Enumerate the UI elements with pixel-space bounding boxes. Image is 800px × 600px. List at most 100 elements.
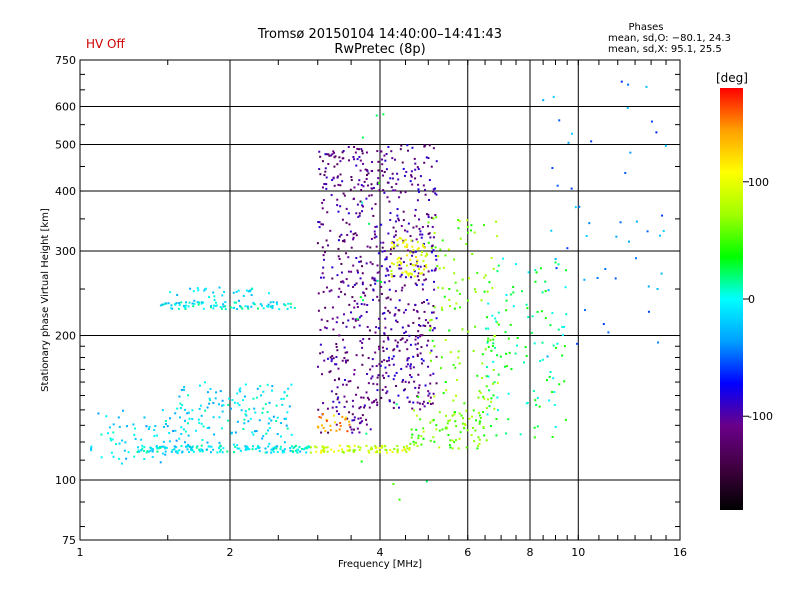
data-point — [361, 136, 364, 139]
data-point — [434, 254, 437, 257]
data-point — [466, 299, 469, 302]
data-point — [360, 396, 363, 399]
data-point — [430, 311, 433, 314]
data-point — [375, 225, 378, 228]
data-point — [215, 391, 218, 394]
data-point — [165, 446, 168, 449]
data-point — [449, 305, 452, 308]
data-point — [403, 174, 406, 177]
data-point — [434, 187, 437, 190]
data-point — [341, 151, 344, 154]
data-point — [239, 390, 242, 393]
data-point — [192, 305, 195, 308]
data-point — [428, 144, 431, 147]
data-point — [420, 443, 423, 446]
data-point — [359, 446, 362, 449]
data-point — [259, 303, 262, 306]
data-point — [264, 403, 267, 406]
data-point — [353, 449, 356, 452]
data-point — [256, 307, 259, 310]
data-point — [422, 400, 425, 403]
data-point — [340, 262, 343, 265]
data-point — [365, 287, 368, 290]
data-point — [264, 447, 267, 450]
data-point — [187, 451, 190, 454]
data-point — [386, 390, 389, 393]
data-point — [370, 194, 373, 197]
data-point — [474, 325, 477, 328]
data-point — [433, 232, 436, 235]
data-point — [345, 252, 348, 255]
data-point — [421, 362, 424, 365]
data-point — [285, 417, 288, 420]
data-point — [262, 407, 265, 410]
data-point — [188, 301, 191, 304]
data-point — [361, 204, 364, 207]
data-point — [110, 439, 113, 442]
data-point — [336, 349, 339, 352]
data-point — [271, 305, 274, 308]
data-point — [527, 316, 530, 319]
data-point — [388, 280, 391, 283]
data-point — [469, 229, 472, 232]
data-point — [367, 449, 370, 452]
data-point — [267, 292, 270, 295]
data-point — [265, 432, 268, 435]
data-point — [525, 354, 528, 357]
data-point — [505, 293, 508, 296]
data-point — [425, 252, 428, 255]
data-point — [523, 361, 526, 364]
data-point — [367, 398, 370, 401]
data-point — [108, 426, 111, 429]
data-point — [365, 444, 368, 447]
data-point — [376, 404, 379, 407]
data-point — [318, 226, 321, 229]
data-point — [486, 341, 489, 344]
data-point — [430, 216, 433, 219]
data-point — [112, 423, 115, 426]
data-point — [512, 305, 515, 308]
data-point — [418, 267, 421, 270]
data-point — [145, 425, 148, 428]
data-point — [407, 222, 410, 225]
data-point — [402, 389, 405, 392]
data-point — [182, 428, 185, 431]
data-point — [396, 208, 399, 211]
x-tick-label: 4 — [377, 546, 384, 559]
data-point — [337, 210, 340, 213]
data-point — [497, 311, 500, 314]
data-point — [321, 186, 324, 189]
data-point — [339, 173, 342, 176]
data-point — [535, 403, 538, 406]
data-point — [290, 383, 293, 386]
data-point — [105, 415, 108, 418]
data-point — [406, 230, 409, 233]
data-point — [437, 286, 440, 289]
data-point — [432, 372, 435, 375]
data-point — [405, 450, 408, 453]
data-point — [97, 412, 100, 415]
data-point — [325, 239, 328, 242]
data-point — [390, 270, 393, 273]
data-point — [409, 258, 412, 261]
data-point — [561, 334, 564, 337]
data-point — [365, 418, 368, 421]
data-point — [372, 298, 375, 301]
data-point — [417, 373, 420, 376]
data-point — [381, 388, 384, 391]
data-point — [318, 221, 321, 224]
data-point — [127, 451, 130, 454]
data-point — [365, 197, 368, 200]
data-point — [476, 271, 479, 274]
data-point — [551, 391, 554, 394]
data-point — [327, 153, 330, 156]
data-point — [110, 451, 113, 454]
data-point — [492, 267, 495, 270]
data-point — [398, 406, 401, 409]
data-point — [474, 290, 477, 293]
data-point — [176, 407, 179, 410]
data-point — [417, 190, 420, 193]
data-point — [306, 447, 309, 450]
data-point — [290, 445, 293, 448]
data-point — [647, 285, 650, 288]
